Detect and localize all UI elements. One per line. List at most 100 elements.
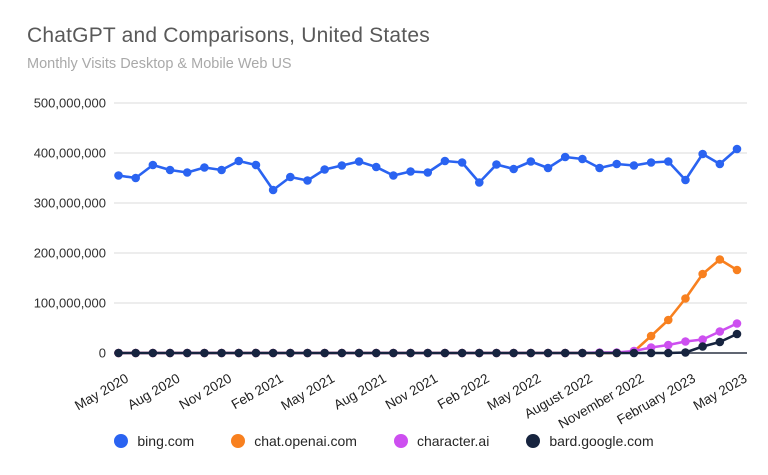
- data-point: [320, 165, 329, 174]
- data-point: [200, 163, 209, 172]
- data-point: [165, 348, 175, 358]
- series-line-chat.openai.com: [117, 258, 739, 355]
- data-point: [732, 329, 742, 339]
- data-point: [165, 165, 175, 175]
- data-point: [560, 152, 570, 162]
- data-point: [509, 348, 518, 358]
- data-point: [612, 348, 622, 358]
- legend-item-character-ai: character.ai: [393, 433, 489, 449]
- data-point: [526, 348, 536, 358]
- bard-google-color-dot-icon: [526, 434, 541, 448]
- data-point: [148, 160, 158, 170]
- x-tick-label: Aug 2020: [125, 371, 183, 413]
- data-point: [251, 348, 261, 358]
- data-point: [354, 157, 364, 166]
- data-point: [457, 348, 467, 358]
- data-point: [474, 348, 484, 358]
- data-point: [646, 331, 656, 341]
- y-tick-label: 400,000,000: [34, 146, 106, 161]
- legend-item-chat-openai: chat.openai.com: [231, 433, 357, 449]
- data-point: [509, 164, 518, 174]
- data-point: [698, 149, 707, 159]
- data-point: [182, 168, 192, 177]
- chart-legend: bing.com chat.openai.com character.ai ba…: [0, 433, 768, 449]
- bing-color-dot-icon: [114, 434, 129, 448]
- data-point: [715, 327, 725, 336]
- data-point: [234, 348, 244, 358]
- data-point: [286, 348, 295, 358]
- y-tick-label: 0: [99, 346, 106, 361]
- x-tick-label: Feb 2021: [229, 371, 286, 413]
- data-point: [578, 154, 587, 164]
- data-point: [698, 342, 707, 351]
- data-point: [234, 156, 244, 166]
- data-point: [612, 159, 622, 169]
- data-point: [560, 348, 570, 358]
- legend-item-bing: bing.com: [114, 433, 194, 449]
- data-point: [663, 157, 673, 166]
- x-tick-label: Feb 2022: [435, 371, 492, 413]
- data-point: [217, 165, 226, 175]
- x-tick-label: Aug 2021: [331, 371, 389, 413]
- x-tick-label: May 2023: [691, 371, 750, 414]
- data-point: [320, 348, 329, 358]
- data-point: [629, 161, 639, 170]
- data-point: [715, 255, 725, 264]
- data-point: [389, 348, 398, 358]
- x-tick-label: Nov 2021: [383, 371, 441, 413]
- data-point: [663, 348, 673, 358]
- legend-label: bing.com: [137, 433, 195, 449]
- data-point: [114, 348, 123, 358]
- data-point: [440, 156, 450, 166]
- data-point: [698, 335, 707, 344]
- data-point: [217, 348, 226, 358]
- chart-subtitle: Monthly Visits Desktop & Mobile Web US: [27, 56, 292, 72]
- data-point: [303, 348, 312, 358]
- data-point: [732, 144, 742, 154]
- data-point: [268, 185, 278, 195]
- data-point: [268, 348, 278, 358]
- data-point: [663, 315, 673, 325]
- series-line-character.ai: [117, 322, 739, 355]
- data-point: [543, 163, 553, 173]
- data-point: [681, 337, 690, 346]
- y-tick-label: 300,000,000: [34, 196, 106, 211]
- data-point: [663, 340, 673, 350]
- legend-label: chat.openai.com: [254, 433, 357, 449]
- data-point: [371, 348, 381, 358]
- data-point: [440, 348, 450, 358]
- x-tick-label: Nov 2020: [177, 371, 235, 413]
- data-point: [131, 348, 140, 358]
- data-point: [595, 348, 604, 358]
- data-point: [337, 161, 347, 170]
- data-point: [457, 158, 467, 167]
- data-point: [543, 348, 553, 358]
- y-tick-label: 500,000,000: [34, 96, 106, 111]
- data-point: [646, 158, 656, 167]
- data-point: [423, 348, 433, 358]
- data-point: [389, 171, 398, 180]
- data-point: [200, 348, 209, 358]
- chart-plot-area: 0 100,000,000 200,000,000 300,000,000 400,00…: [34, 96, 750, 431]
- data-point: [732, 319, 742, 328]
- data-point: [131, 173, 140, 183]
- data-point: [303, 176, 312, 185]
- data-point: [148, 348, 158, 358]
- data-point: [698, 269, 707, 279]
- data-point: [114, 171, 123, 180]
- data-point: [251, 160, 261, 170]
- data-point: [492, 348, 501, 358]
- data-point: [526, 157, 536, 166]
- data-point: [371, 162, 381, 172]
- character-ai-color-dot-icon: [393, 434, 408, 448]
- data-point: [595, 163, 604, 173]
- data-point: [715, 337, 725, 347]
- data-point: [182, 348, 192, 358]
- data-point: [715, 159, 725, 169]
- data-point: [423, 168, 433, 177]
- data-point: [406, 348, 415, 358]
- y-tick-label: 100,000,000: [34, 296, 106, 311]
- data-point: [286, 172, 295, 182]
- data-point: [354, 348, 364, 358]
- data-point: [732, 265, 742, 275]
